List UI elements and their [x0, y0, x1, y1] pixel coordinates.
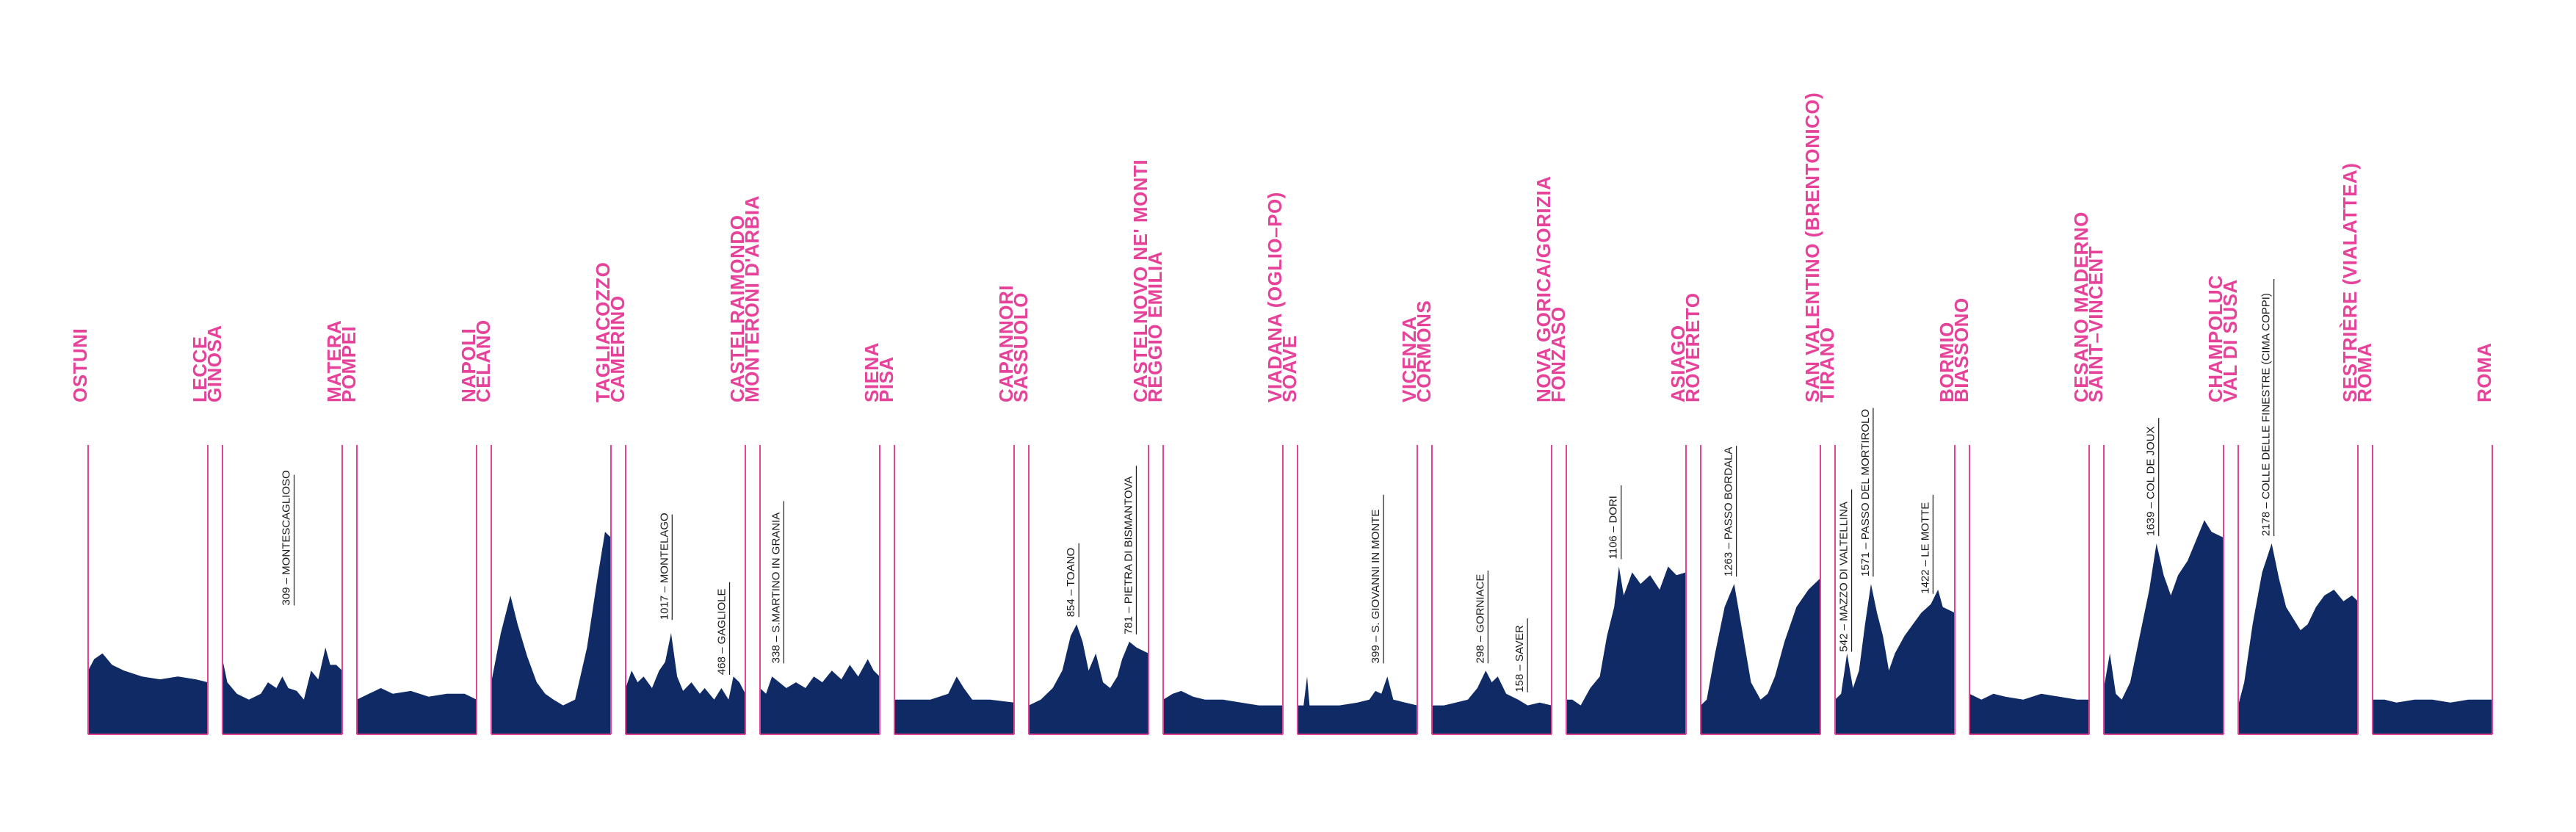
stage-start-city: SASSUOLO — [1010, 292, 1032, 402]
stage-profile-area — [626, 633, 745, 734]
stage-finish-city: SIENA — [861, 342, 883, 402]
stage-finish-city: VIADANA (OGLIO–PO) — [1264, 192, 1286, 402]
stage-finish-city: ASIAGO — [1667, 325, 1689, 402]
stage-profile-area — [2104, 520, 2224, 734]
stage-finish-city: CESANO MADERNO — [2070, 211, 2092, 402]
stage-start-city: FONZASO — [1547, 306, 1569, 402]
stage-start-city: OSTUNI — [69, 328, 91, 402]
stage-12: FONZASO ASIAGO 1106 – DORI — [1547, 306, 1689, 735]
stage-profile-area — [1835, 584, 1955, 734]
stage-1: OSTUNI LECCE — [69, 328, 211, 735]
stage-profile-area — [1163, 690, 1283, 734]
climb-label: 542 – MAZZO DI VALTELLINA — [1838, 502, 1850, 652]
stage-start-city: SAINT–VINCENT — [2085, 246, 2107, 402]
stage-finish-city: LECCE — [189, 336, 211, 402]
climb-label: 1571 – PASSO DEL MORTIROLO — [1859, 409, 1872, 576]
stage-profile-area — [1969, 693, 2089, 734]
stage-6: MONTERONI D'ARBIA SIENA 338 – S.MARTINO IN… — [741, 195, 883, 735]
stage-start-city: REGGIO EMILIA — [1144, 251, 1166, 402]
stage-profile-area — [2373, 699, 2492, 734]
stage-start-city: TIRANO — [1816, 327, 1838, 402]
stage-finish-city: VICENZA — [1398, 316, 1420, 402]
stage-profile-area — [88, 653, 208, 734]
stage-profile-area — [760, 659, 880, 734]
climb-label: 1263 – PASSO BORDALA — [1723, 447, 1735, 576]
stage-start-city: PISA — [875, 356, 897, 402]
climb-label: 309 – MONTESCAGLIOSO — [281, 470, 293, 605]
stage-4: CELANO TAGLIACOZZO — [472, 262, 614, 735]
stage-profile-area — [1701, 578, 1820, 734]
stage-start-city: CAMERINO — [607, 295, 629, 402]
stage-profile-area — [222, 647, 342, 734]
climb-label: 1422 – LE MOTTE — [1919, 502, 1931, 594]
climb-label: 1106 – DORI — [1607, 496, 1620, 559]
stage-finish-city: NOVA GORICA/GORIZIA — [1533, 176, 1555, 403]
stage-8: SASSUOLO CASTELNOVO NE' MONTI 854 – TOANO 7… — [1010, 159, 1151, 735]
stage-start-city: ROMA — [2354, 343, 2376, 402]
climb-label: 1639 – COL DE JOUX — [2145, 426, 2157, 536]
stage-profile-area — [1566, 566, 1686, 734]
stage-18: ROMA ROMA — [2354, 343, 2495, 735]
stage-start-city: CORMONS — [1413, 300, 1435, 402]
stage-finish-city: SESTRIÈRE (VIALATTEA) — [2339, 163, 2361, 402]
stage-profile-area — [1432, 670, 1552, 734]
stage-finish-city: CASTELRAIMONDO — [726, 215, 748, 402]
stage-9: REGGIO EMILIA VIADANA (OGLIO–PO) — [1144, 192, 1286, 735]
stage-profile-area — [2238, 543, 2358, 734]
stage-start-city: SOAVE — [1278, 335, 1300, 402]
stage-finish-city: CAPANNORI — [995, 285, 1017, 402]
stage-5: CAMERINO CASTELRAIMONDO 1017 – MONTELAGO 46… — [607, 215, 748, 735]
climb-label: 1017 – MONTELAGO — [658, 513, 670, 620]
stage-start-city: CELANO — [472, 319, 494, 402]
stage-2: GINOSA MATERA 309 – MONTESCAGLIOSO — [203, 320, 345, 735]
climb-label: 158 – SAVER — [1513, 625, 1526, 692]
stage-start-city: MONTERONI D'ARBIA — [741, 195, 763, 402]
stage-3: POMPEI NAPOLI — [338, 326, 480, 735]
stage-finish-city: NAPOLI — [457, 328, 480, 402]
climb-label: 781 – PIETRA DI BISMANTOVA — [1122, 477, 1135, 634]
climb-label: 854 – TOANO — [1065, 548, 1077, 618]
stage-start-city: ROVERETO — [1682, 293, 1704, 402]
stage-profile-area — [1029, 624, 1148, 734]
stage-7: PISA CAPANNORI — [875, 285, 1017, 735]
climb-label: 298 – GORNIACE — [1474, 574, 1486, 664]
stage-17: VAL DI SUSA SESTRIÈRE (VIALATTEA) 2178 – C… — [2219, 163, 2361, 735]
climb-label: 338 – S.MARTINO IN GRANIA — [770, 513, 782, 664]
stage-start-city: GINOSA — [203, 325, 225, 402]
climb-label: 399 – S. GIOVANNI IN MONTE — [1370, 510, 1382, 664]
stage-finish-city: CASTELNOVO NE' MONTI — [1129, 159, 1151, 402]
stage-profile-area — [1298, 676, 1417, 734]
stage-16: SAINT–VINCENT CHAMPOLUC 1639 – COL DE JOUX — [2085, 246, 2226, 735]
stage-13: ROVERETO SAN VALENTINO (BRENTONICO) 1263 –… — [1682, 93, 1823, 735]
climb-label: 2178 – COLLE DELLE FINESTRE (CIMA COPPI) — [2260, 293, 2273, 536]
stage-finish-city: SAN VALENTINO (BRENTONICO) — [1801, 93, 1823, 402]
climb-label: 468 – GAGLIOLE — [716, 589, 728, 676]
stage-finish-city: BORMIO — [1936, 322, 1958, 402]
stage-10: SOAVE VICENZA 399 – S. GIOVANNI IN MONTE — [1278, 316, 1420, 735]
stage-start-city: VAL DI SUSA — [2219, 279, 2241, 402]
stage-profile-area — [491, 532, 611, 734]
stage-15: BIASSONO CESANO MADERNO — [1950, 211, 2092, 735]
stage-finish-city: TAGLIACOZZO — [592, 262, 614, 402]
stage-finish-city: CHAMPOLUC — [2204, 275, 2226, 403]
stage-finish-city: ROMA — [2473, 343, 2495, 402]
stage-start-city: BIASSONO — [1950, 297, 1972, 402]
stage-finish-city: MATERA — [323, 320, 345, 402]
stage-11: CORMONS NOVA GORICA/GORIZIA 298 – GORNIACE… — [1413, 176, 1555, 735]
stage-profile-area — [357, 688, 477, 734]
stage-start-city: POMPEI — [338, 326, 360, 402]
stage-14: TIRANO BORMIO 542 – MAZZO DI VALTELLINA 157… — [1816, 322, 1958, 735]
stage-profile-area — [894, 676, 1014, 734]
